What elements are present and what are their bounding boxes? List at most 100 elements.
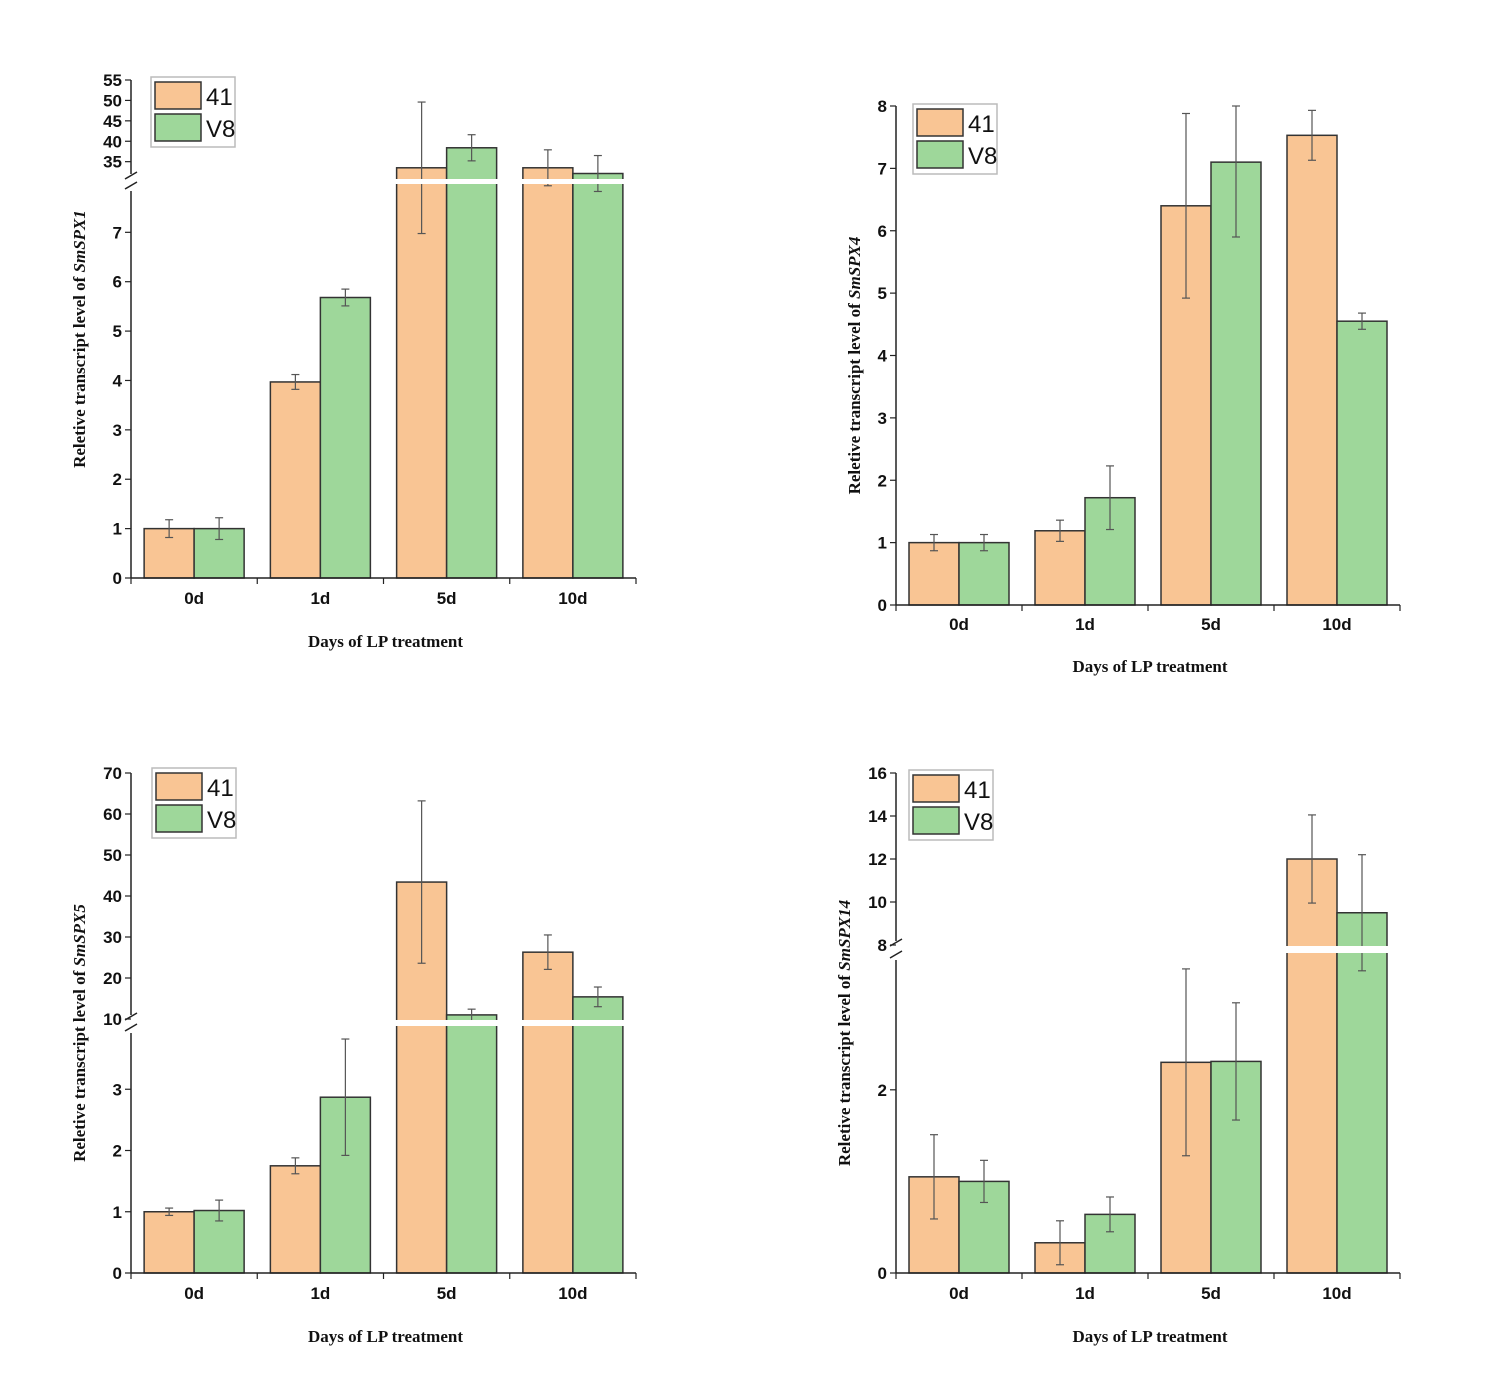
y-tick-label: 7	[113, 223, 122, 242]
legend-swatch-41	[912, 774, 960, 803]
x-tick-label: 10d	[558, 589, 587, 608]
y-tick-label: 40	[103, 887, 122, 906]
axis-break-mark	[124, 1023, 138, 1032]
y-tick-label: 6	[878, 222, 887, 241]
legend-swatch-v8	[916, 140, 964, 169]
legend-label: V8	[968, 143, 997, 170]
y-axis-title-gene: SmSPX14	[835, 900, 854, 971]
x-tick-label: 5d	[1201, 1284, 1221, 1303]
bar-41-1d	[269, 1165, 322, 1274]
legend-swatch-41	[916, 108, 964, 137]
x-tick-label: 5d	[437, 1284, 457, 1303]
y-tick-label: 2	[878, 1081, 887, 1100]
y-axis-title-prefix: Reletive transcript level of	[835, 971, 854, 1166]
y-tick-label: 12	[868, 850, 887, 869]
y-tick-label: 4	[113, 371, 123, 390]
chart-panel-smspx4: 0d 1d 5d 10d 0 1 2 3 4 5 6 7 8 Days of LP treatment Re…	[845, 97, 1401, 676]
y-tick-label: 1	[113, 1203, 122, 1222]
legend-swatch-41	[155, 772, 203, 801]
axis-break-band	[133, 1020, 638, 1026]
axis-break-mark	[124, 181, 138, 190]
y-tick-label: 5	[113, 322, 122, 341]
x-tick-label: 10d	[1322, 615, 1351, 634]
bar-v8-1d	[319, 296, 372, 579]
y-axis-title-prefix: Reletive transcript level of	[70, 966, 89, 1161]
y-tick-label: 30	[103, 928, 122, 947]
y-tick-label: 4	[878, 347, 888, 366]
y-tick-label: 0	[878, 596, 887, 615]
y-tick-label: 3	[113, 421, 122, 440]
y-axis-title-gene: SmSPX4	[845, 237, 864, 299]
y-tick-label: 0	[113, 569, 122, 588]
y-tick-label: 5	[878, 284, 887, 303]
x-axis-title: Days of LP treatment	[308, 1327, 463, 1346]
x-tick-label: 0d	[184, 589, 204, 608]
y-tick-label: 70	[103, 764, 122, 783]
y-tick-label: 14	[868, 807, 887, 826]
y-tick-label: 50	[103, 846, 122, 865]
bar-v8-5d	[445, 1014, 498, 1274]
bar-41-0d	[143, 1211, 195, 1274]
x-tick-label: 1d	[310, 589, 330, 608]
bar-v8-10d	[1336, 912, 1388, 1274]
axis-break-mark	[124, 171, 138, 180]
bar-v8-0d	[958, 541, 1010, 606]
legend-label: 41	[207, 775, 234, 802]
y-axis-title-gene: SmSPX5	[70, 904, 89, 967]
legend-label: 41	[968, 111, 995, 138]
x-axis-title: Days of LP treatment	[1072, 657, 1227, 676]
bar-41-10d	[1286, 134, 1338, 606]
x-axis-title: Days of LP treatment	[1072, 1327, 1227, 1346]
legend-label: V8	[206, 116, 235, 143]
y-axis-title: Reletive transcript level of SmSPX4	[845, 237, 864, 495]
x-tick-label: 1d	[310, 1284, 330, 1303]
y-tick-label: 1	[113, 520, 122, 539]
bar-v8-5d	[445, 147, 498, 579]
x-tick-label: 10d	[1322, 1284, 1351, 1303]
legend-swatch-v8	[912, 806, 960, 835]
y-tick-label: 10	[868, 893, 887, 912]
bar-41-10d	[522, 167, 574, 579]
x-tick-label: 1d	[1075, 1284, 1095, 1303]
legend-label: V8	[207, 807, 236, 834]
y-tick-label: 10	[103, 1010, 122, 1029]
bar-41-10d	[1286, 858, 1338, 1274]
y-axis-title: Reletive transcript level of SmSPX1	[70, 210, 89, 468]
y-tick-label: 3	[878, 409, 887, 428]
y-tick-label: 0	[113, 1264, 122, 1283]
axis-break-mark	[889, 950, 903, 959]
y-tick-label: 16	[868, 764, 887, 783]
x-tick-label: 1d	[1075, 615, 1095, 634]
y-axis-title-prefix: Reletive transcript level of	[845, 299, 864, 494]
chart-panel-smspx5: 0d 1d 5d 10d 0 1 2 3 10 20 30 40 50 60 70 Days of LP tr…	[70, 764, 638, 1346]
x-tick-label: 10d	[558, 1284, 587, 1303]
y-axis-title: Reletive transcript level of SmSPX5	[70, 904, 89, 1162]
bar-41-10d	[522, 951, 574, 1274]
y-axis-title: Reletive transcript level of SmSPX14	[835, 900, 854, 1166]
bar-v8-10d	[1336, 320, 1388, 606]
axis-break-band	[133, 179, 638, 184]
legend-label: 41	[206, 84, 233, 111]
y-axis-title-prefix: Reletive transcript level of	[70, 272, 89, 467]
y-tick-label: 45	[103, 112, 122, 131]
x-tick-label: 5d	[1201, 615, 1221, 634]
bar-v8-10d	[572, 996, 624, 1274]
legend-label: V8	[964, 809, 993, 836]
chart-panel-smspx14: 0d 1d 5d 10d 0 2 8 10 12 14 16 Days of LP treatment…	[835, 764, 1402, 1346]
x-tick-label: 5d	[437, 589, 457, 608]
legend-swatch-v8	[154, 113, 202, 142]
y-tick-label: 2	[113, 1142, 122, 1161]
x-tick-label: 0d	[949, 1284, 969, 1303]
legend-swatch-41	[154, 81, 202, 110]
y-tick-label: 35	[103, 153, 122, 172]
bar-41-1d	[1034, 530, 1086, 606]
y-tick-label: 60	[103, 805, 122, 824]
y-tick-label: 7	[878, 159, 887, 178]
y-tick-label: 20	[103, 969, 122, 988]
bar-41-1d	[269, 381, 322, 579]
